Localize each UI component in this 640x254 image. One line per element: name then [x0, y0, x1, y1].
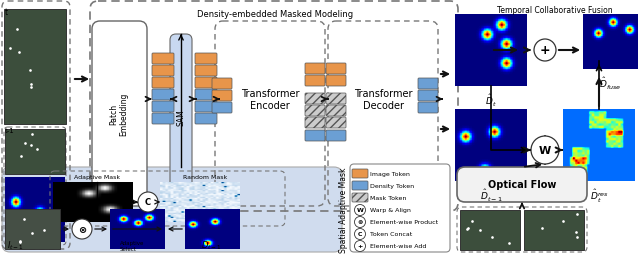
Text: +: + — [357, 244, 363, 248]
FancyBboxPatch shape — [195, 114, 217, 124]
Circle shape — [355, 229, 365, 240]
Text: W: W — [356, 208, 364, 213]
FancyBboxPatch shape — [305, 118, 325, 129]
Text: Adaptive Mask: Adaptive Mask — [74, 174, 120, 179]
FancyBboxPatch shape — [326, 64, 346, 75]
Text: Image Token: Image Token — [370, 172, 410, 177]
FancyBboxPatch shape — [352, 193, 368, 202]
Text: Token Concat: Token Concat — [370, 232, 412, 236]
FancyBboxPatch shape — [152, 54, 174, 65]
FancyBboxPatch shape — [152, 78, 174, 89]
FancyBboxPatch shape — [152, 102, 174, 113]
Text: t: t — [5, 8, 8, 17]
FancyBboxPatch shape — [152, 114, 174, 124]
Circle shape — [355, 241, 365, 251]
Text: Density Token: Density Token — [370, 184, 414, 189]
Text: $\hat{D}_{t-1}$: $\hat{D}_{t-1}$ — [479, 187, 502, 203]
FancyBboxPatch shape — [418, 91, 438, 102]
Circle shape — [138, 192, 158, 212]
Text: Density-embedded Masked Modeling: Density-embedded Masked Modeling — [197, 10, 353, 19]
FancyBboxPatch shape — [418, 103, 438, 114]
Text: Element-wise Add: Element-wise Add — [370, 244, 426, 248]
Text: Patch
Embedding: Patch Embedding — [109, 92, 129, 135]
FancyBboxPatch shape — [352, 169, 368, 178]
FancyBboxPatch shape — [195, 66, 217, 77]
FancyBboxPatch shape — [195, 54, 217, 65]
Text: Element-wise Product: Element-wise Product — [370, 220, 438, 225]
Text: Adaptive
Select: Adaptive Select — [120, 240, 145, 251]
Text: Spatial Adaptive Mask: Spatial Adaptive Mask — [339, 167, 348, 252]
FancyBboxPatch shape — [305, 76, 325, 87]
Circle shape — [534, 40, 556, 62]
FancyBboxPatch shape — [457, 167, 587, 202]
FancyBboxPatch shape — [305, 131, 325, 141]
Text: C: C — [358, 232, 362, 236]
FancyBboxPatch shape — [195, 90, 217, 101]
Text: $\hat{D}_t$: $\hat{D}_t$ — [485, 93, 497, 109]
Circle shape — [355, 217, 365, 228]
Text: ⊗: ⊗ — [357, 220, 363, 225]
FancyBboxPatch shape — [152, 66, 174, 77]
Bar — [460, 210, 520, 250]
FancyBboxPatch shape — [92, 22, 147, 206]
FancyBboxPatch shape — [326, 131, 346, 141]
Circle shape — [355, 205, 365, 216]
FancyBboxPatch shape — [305, 64, 325, 75]
Text: Mask Token: Mask Token — [370, 196, 406, 201]
FancyBboxPatch shape — [326, 106, 346, 117]
Text: W: W — [539, 146, 551, 155]
Text: ⊗: ⊗ — [78, 224, 86, 234]
FancyBboxPatch shape — [418, 79, 438, 90]
Bar — [524, 210, 584, 250]
Text: Warp & Align: Warp & Align — [370, 208, 411, 213]
FancyBboxPatch shape — [305, 106, 325, 117]
Text: $\hat{D}_{fuse}$: $\hat{D}_{fuse}$ — [599, 76, 621, 92]
Text: $I_{t-1}$: $I_{t-1}$ — [7, 239, 24, 251]
Text: Random Mask: Random Mask — [183, 174, 227, 179]
Bar — [5, 130, 65, 174]
FancyBboxPatch shape — [2, 167, 342, 252]
Bar — [4, 10, 66, 124]
Text: C: C — [145, 198, 151, 207]
FancyBboxPatch shape — [326, 76, 346, 87]
FancyBboxPatch shape — [195, 102, 217, 113]
FancyBboxPatch shape — [152, 90, 174, 101]
Circle shape — [531, 136, 559, 164]
FancyBboxPatch shape — [350, 164, 450, 252]
Text: SAM: SAM — [177, 109, 186, 126]
Text: +: + — [540, 44, 550, 57]
Text: Optical Flow: Optical Flow — [488, 179, 556, 189]
Text: Transformer
Decoder: Transformer Decoder — [354, 89, 412, 110]
Text: t-1: t-1 — [5, 128, 15, 133]
Text: Transformer
Encoder: Transformer Encoder — [241, 89, 300, 110]
FancyBboxPatch shape — [326, 94, 346, 105]
FancyBboxPatch shape — [212, 79, 232, 90]
FancyBboxPatch shape — [195, 78, 217, 89]
FancyBboxPatch shape — [352, 181, 368, 190]
Text: $\hat{D}_t^{res}$: $\hat{D}_t^{res}$ — [589, 187, 609, 204]
FancyBboxPatch shape — [170, 35, 192, 199]
FancyBboxPatch shape — [212, 91, 232, 102]
Text: Temporal Collaborative Fusion: Temporal Collaborative Fusion — [497, 6, 613, 15]
Text: $D_{t-1}$: $D_{t-1}$ — [202, 239, 223, 251]
FancyBboxPatch shape — [305, 94, 325, 105]
FancyBboxPatch shape — [326, 118, 346, 129]
Circle shape — [72, 219, 92, 239]
Bar — [5, 209, 60, 249]
FancyBboxPatch shape — [212, 103, 232, 114]
